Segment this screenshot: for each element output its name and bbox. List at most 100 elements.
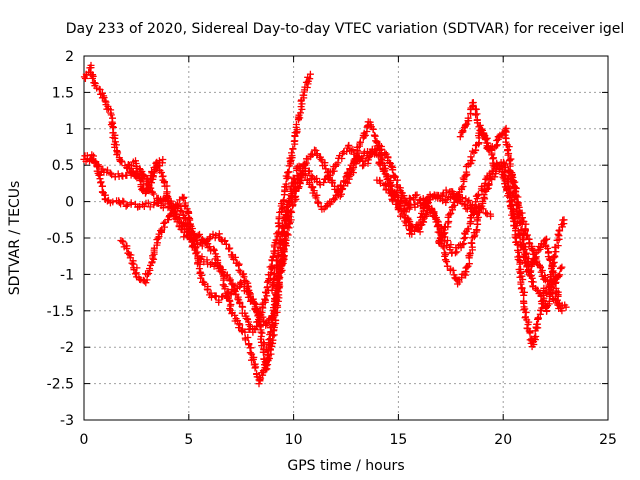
- data-point: [505, 143, 513, 151]
- data-point: [148, 189, 156, 196]
- series-6: [435, 124, 568, 315]
- data-point: [225, 245, 233, 253]
- data-point: [378, 156, 386, 164]
- data-point: [262, 321, 270, 329]
- data-point: [226, 276, 234, 284]
- data-point: [272, 256, 280, 264]
- data-point: [198, 253, 206, 261]
- data-point: [521, 305, 529, 313]
- data-point: [149, 252, 157, 260]
- data-point: [119, 172, 127, 180]
- data-point: [299, 167, 306, 175]
- data-point: [150, 190, 158, 198]
- data-point: [407, 226, 415, 234]
- data-point: [263, 320, 271, 328]
- data-point: [349, 146, 357, 153]
- data-point: [502, 128, 510, 136]
- data-point: [482, 135, 490, 143]
- data-point: [551, 252, 559, 260]
- data-point: [241, 309, 249, 317]
- data-point: [101, 97, 109, 105]
- data-point: [451, 201, 459, 209]
- data-point: [265, 336, 273, 344]
- data-point: [272, 291, 280, 299]
- data-point: [194, 231, 202, 239]
- data-point: [245, 340, 253, 348]
- data-point: [517, 217, 525, 225]
- data-point: [144, 199, 152, 207]
- data-point: [246, 289, 253, 297]
- data-point: [217, 268, 225, 276]
- data-point: [558, 223, 566, 231]
- data-point: [127, 162, 135, 170]
- data-point: [275, 215, 283, 223]
- data-point: [447, 241, 455, 249]
- data-point: [556, 227, 564, 235]
- data-point: [208, 293, 215, 301]
- data-point: [545, 255, 553, 263]
- data-point: [464, 114, 472, 122]
- data-point: [519, 245, 527, 253]
- data-point: [297, 109, 304, 117]
- data-point: [537, 268, 545, 276]
- data-point: [356, 138, 364, 146]
- data-point: [537, 292, 545, 300]
- data-point: [467, 204, 475, 212]
- data-point: [292, 121, 300, 128]
- data-point: [442, 189, 450, 197]
- data-point: [546, 256, 554, 264]
- data-point: [393, 200, 401, 208]
- data-point: [556, 271, 564, 279]
- data-point: [380, 182, 388, 189]
- data-point: [469, 101, 477, 109]
- data-point: [159, 156, 167, 163]
- data-point: [306, 70, 314, 78]
- data-point: [196, 260, 204, 268]
- data-point: [549, 268, 556, 276]
- data-point: [220, 281, 228, 289]
- data-point: [505, 150, 513, 157]
- data-point: [537, 243, 545, 251]
- data-point: [312, 147, 320, 154]
- data-point: [219, 292, 227, 300]
- y-tick-label: -2: [60, 340, 74, 356]
- data-point: [355, 157, 363, 165]
- data-point: [514, 202, 522, 209]
- data-point: [546, 283, 553, 291]
- data-point: [289, 201, 297, 209]
- data-point: [188, 225, 196, 232]
- data-point: [465, 196, 473, 204]
- data-point: [270, 301, 278, 309]
- data-point: [326, 172, 334, 180]
- data-point: [158, 169, 165, 176]
- data-point: [315, 199, 323, 207]
- data-point: [305, 167, 313, 175]
- data-point: [236, 321, 244, 329]
- data-point: [480, 130, 488, 138]
- data-point: [491, 173, 499, 181]
- y-tick-label: 1.5: [52, 85, 74, 101]
- data-point: [459, 127, 467, 135]
- data-point: [196, 270, 204, 277]
- data-point: [278, 229, 286, 237]
- data-point: [180, 193, 188, 201]
- data-point: [191, 240, 198, 248]
- data-point: [517, 241, 525, 249]
- data-point: [458, 186, 466, 193]
- data-point: [235, 266, 243, 274]
- data-point: [378, 145, 386, 153]
- data-point: [340, 182, 348, 190]
- data-point: [499, 173, 507, 181]
- data-point: [450, 190, 458, 198]
- data-point: [460, 176, 468, 183]
- data-point: [290, 185, 298, 193]
- data-point: [524, 231, 531, 239]
- data-point: [321, 161, 329, 169]
- x-tick-label: 25: [599, 432, 617, 448]
- data-point: [513, 222, 520, 230]
- x-axis-label: GPS time / hours: [287, 458, 404, 474]
- data-point: [262, 360, 270, 368]
- data-point: [107, 169, 115, 177]
- x-tick-label: 10: [285, 432, 303, 448]
- data-point: [143, 271, 151, 279]
